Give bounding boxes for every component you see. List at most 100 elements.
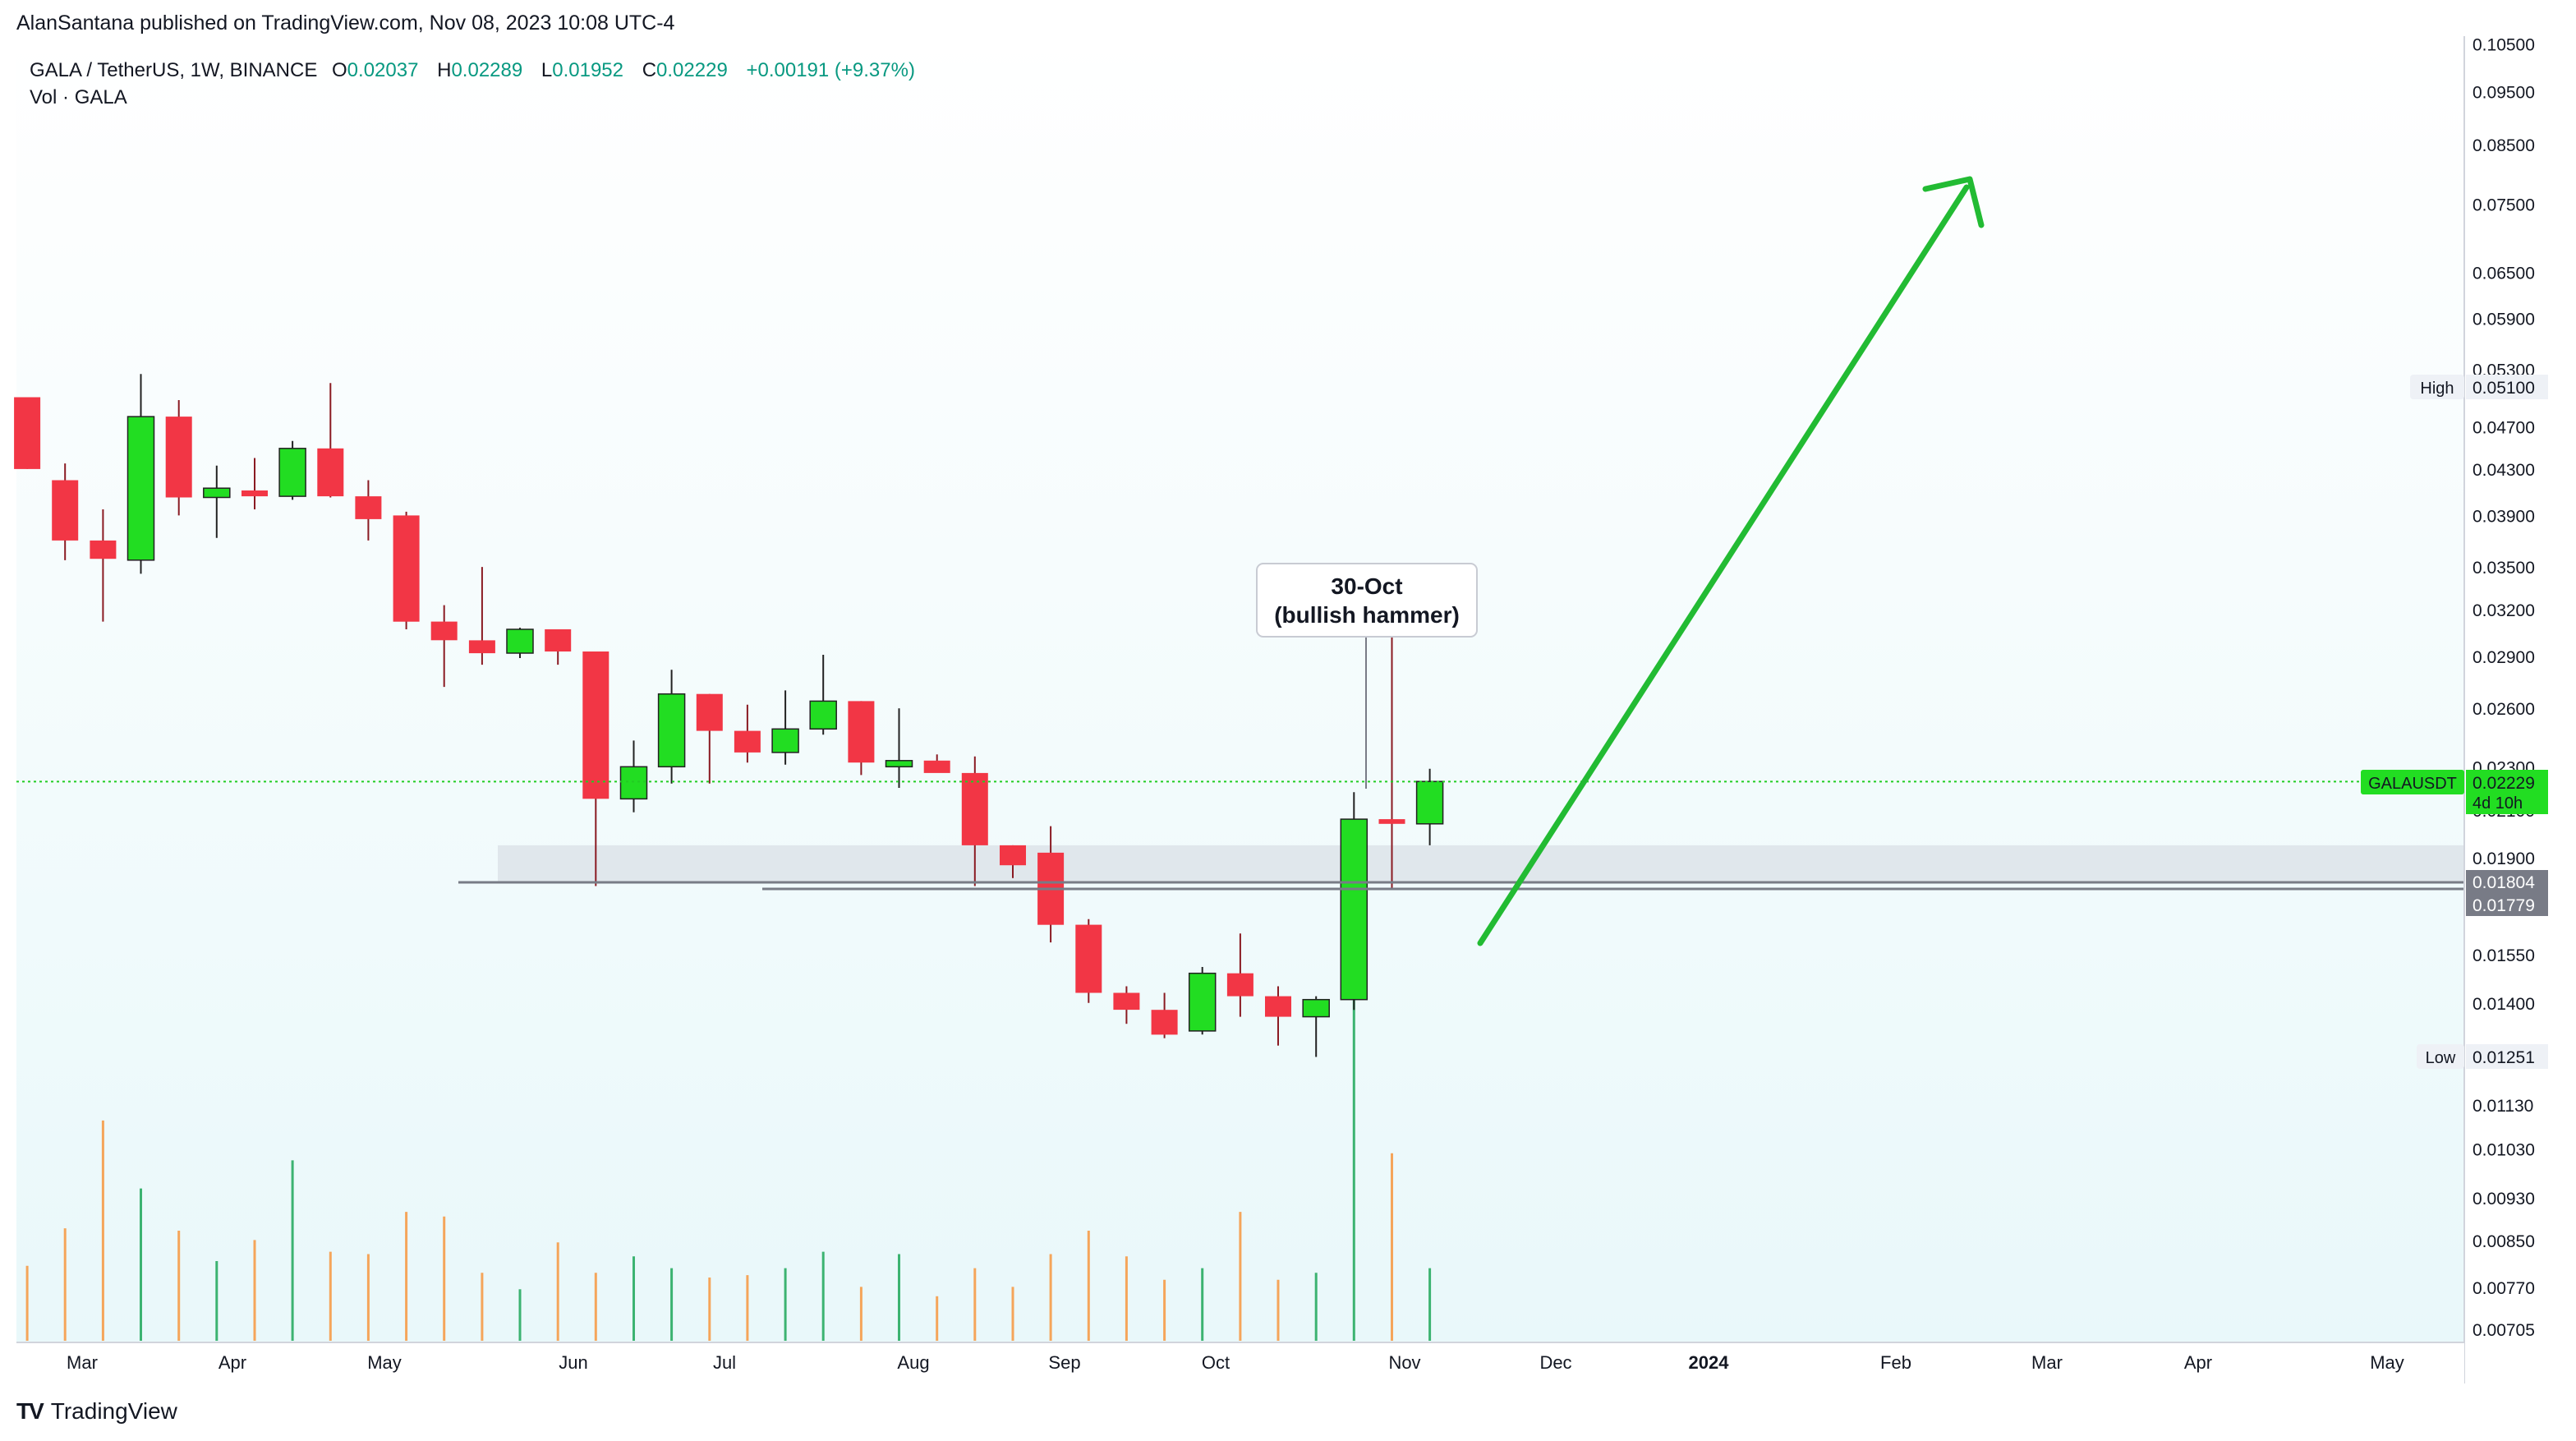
candle-body [545, 629, 572, 651]
last-price-tag [2466, 770, 2548, 814]
legend-volume: Vol · GALA [30, 86, 127, 108]
tradingview-logo[interactable]: TV TradingView [16, 1398, 177, 1425]
candle-body [809, 700, 837, 730]
candle[interactable] [14, 397, 41, 469]
candle-body [506, 628, 534, 654]
high-value-tag [2466, 375, 2548, 399]
candle[interactable] [1000, 845, 1026, 878]
candle[interactable] [1378, 637, 1405, 889]
candle[interactable] [203, 465, 231, 538]
candle[interactable] [582, 651, 610, 886]
price-tick: 0.00705 [2472, 1321, 2535, 1340]
time-label: Oct [1202, 1352, 1230, 1373]
candle-body [468, 640, 495, 654]
candle-body [393, 515, 420, 622]
change-value: +0.00191 (+9.37%) [746, 59, 915, 81]
price-tick: 0.00770 [2472, 1279, 2535, 1298]
candle-body [1151, 1010, 1178, 1035]
candle[interactable] [1415, 768, 1444, 845]
high-value: 0.02289 [451, 59, 522, 81]
candle-body [278, 448, 306, 497]
candle-body [1340, 818, 1368, 1001]
candle[interactable] [278, 440, 306, 500]
candle[interactable] [1188, 967, 1217, 1035]
candle-body [848, 701, 875, 763]
candle[interactable] [696, 693, 723, 784]
annotation-pattern: (bullish hammer) [1274, 602, 1460, 628]
high-tag-label: High [2420, 380, 2454, 398]
candle[interactable] [506, 628, 534, 658]
candle[interactable] [657, 670, 686, 784]
candle-body [1265, 996, 1291, 1017]
low-tag-label: Low [2426, 1049, 2456, 1067]
candle-body [961, 772, 988, 845]
candle[interactable] [393, 511, 420, 629]
price-tick: 0.00930 [2472, 1190, 2535, 1209]
candle[interactable] [1265, 986, 1291, 1046]
candle-body [90, 540, 117, 559]
candle[interactable] [165, 400, 192, 516]
candle[interactable] [809, 655, 837, 735]
plot-background [16, 36, 2464, 1342]
time-label: Aug [897, 1352, 929, 1373]
annotation-box[interactable] [1256, 563, 1478, 638]
candle-body [1226, 973, 1254, 997]
price-tick: 0.02600 [2472, 700, 2535, 719]
candle-body [1188, 972, 1217, 1032]
candle[interactable] [317, 383, 344, 498]
time-label: Jul [713, 1352, 736, 1373]
price-tick: 0.01030 [2472, 1141, 2535, 1160]
price-tick: 0.01550 [2472, 946, 2535, 965]
candle-body [355, 496, 382, 519]
time-label: Jun [559, 1352, 587, 1373]
candle[interactable] [734, 704, 761, 763]
candle-body [203, 487, 231, 499]
time-label: May [2370, 1352, 2404, 1373]
close-value: 0.02229 [656, 59, 728, 81]
candle-body [1378, 819, 1405, 824]
candle[interactable] [468, 567, 495, 665]
candle[interactable] [1226, 933, 1254, 1017]
candle[interactable] [885, 708, 913, 788]
candle-body [657, 693, 686, 768]
high-value-text: 0.05100 [2472, 379, 2535, 398]
level-2-tag [2466, 893, 2548, 916]
candle-body [923, 760, 950, 773]
candle[interactable] [242, 458, 268, 510]
candle[interactable] [1340, 792, 1368, 1011]
candle[interactable] [430, 605, 458, 688]
candle[interactable] [1075, 918, 1102, 1003]
candle[interactable] [1302, 996, 1330, 1057]
candle[interactable] [126, 374, 155, 574]
last-price-text: 0.02229 [2472, 774, 2535, 793]
time-label: Apr [2184, 1352, 2212, 1373]
time-label: Apr [218, 1352, 246, 1373]
price-tick: 0.01400 [2472, 995, 2535, 1014]
countdown-text: 4d 10h [2472, 794, 2523, 813]
time-axis-panel [16, 1342, 2464, 1383]
low-value: 0.01952 [552, 59, 623, 81]
bullish-arrow[interactable] [1477, 176, 1985, 946]
time-label: Nov [1388, 1352, 1420, 1373]
time-label: 2024 [1689, 1352, 1730, 1373]
candle[interactable] [90, 509, 117, 622]
price-tick: 0.07500 [2472, 196, 2535, 215]
legend-symbol: GALA / TetherUS, 1W, BINANCE [30, 59, 317, 81]
candle[interactable] [52, 463, 79, 560]
candle[interactable] [961, 756, 988, 886]
candle[interactable] [1113, 986, 1140, 1024]
time-label: May [367, 1352, 402, 1373]
candle[interactable] [771, 690, 799, 765]
candle[interactable] [923, 754, 950, 773]
candle[interactable] [355, 480, 382, 541]
candle[interactable] [1151, 992, 1178, 1038]
support-zone[interactable] [498, 845, 2464, 882]
candle[interactable] [619, 740, 648, 813]
low-value-tag [2466, 1044, 2548, 1069]
legend-ohlc: O0.02037 H0.02289 L0.01952 C0.02229 +0.0… [332, 59, 915, 81]
low-tag [2417, 1044, 2464, 1069]
candle[interactable] [545, 629, 572, 665]
candle-body [430, 621, 458, 641]
candle[interactable] [848, 701, 875, 776]
